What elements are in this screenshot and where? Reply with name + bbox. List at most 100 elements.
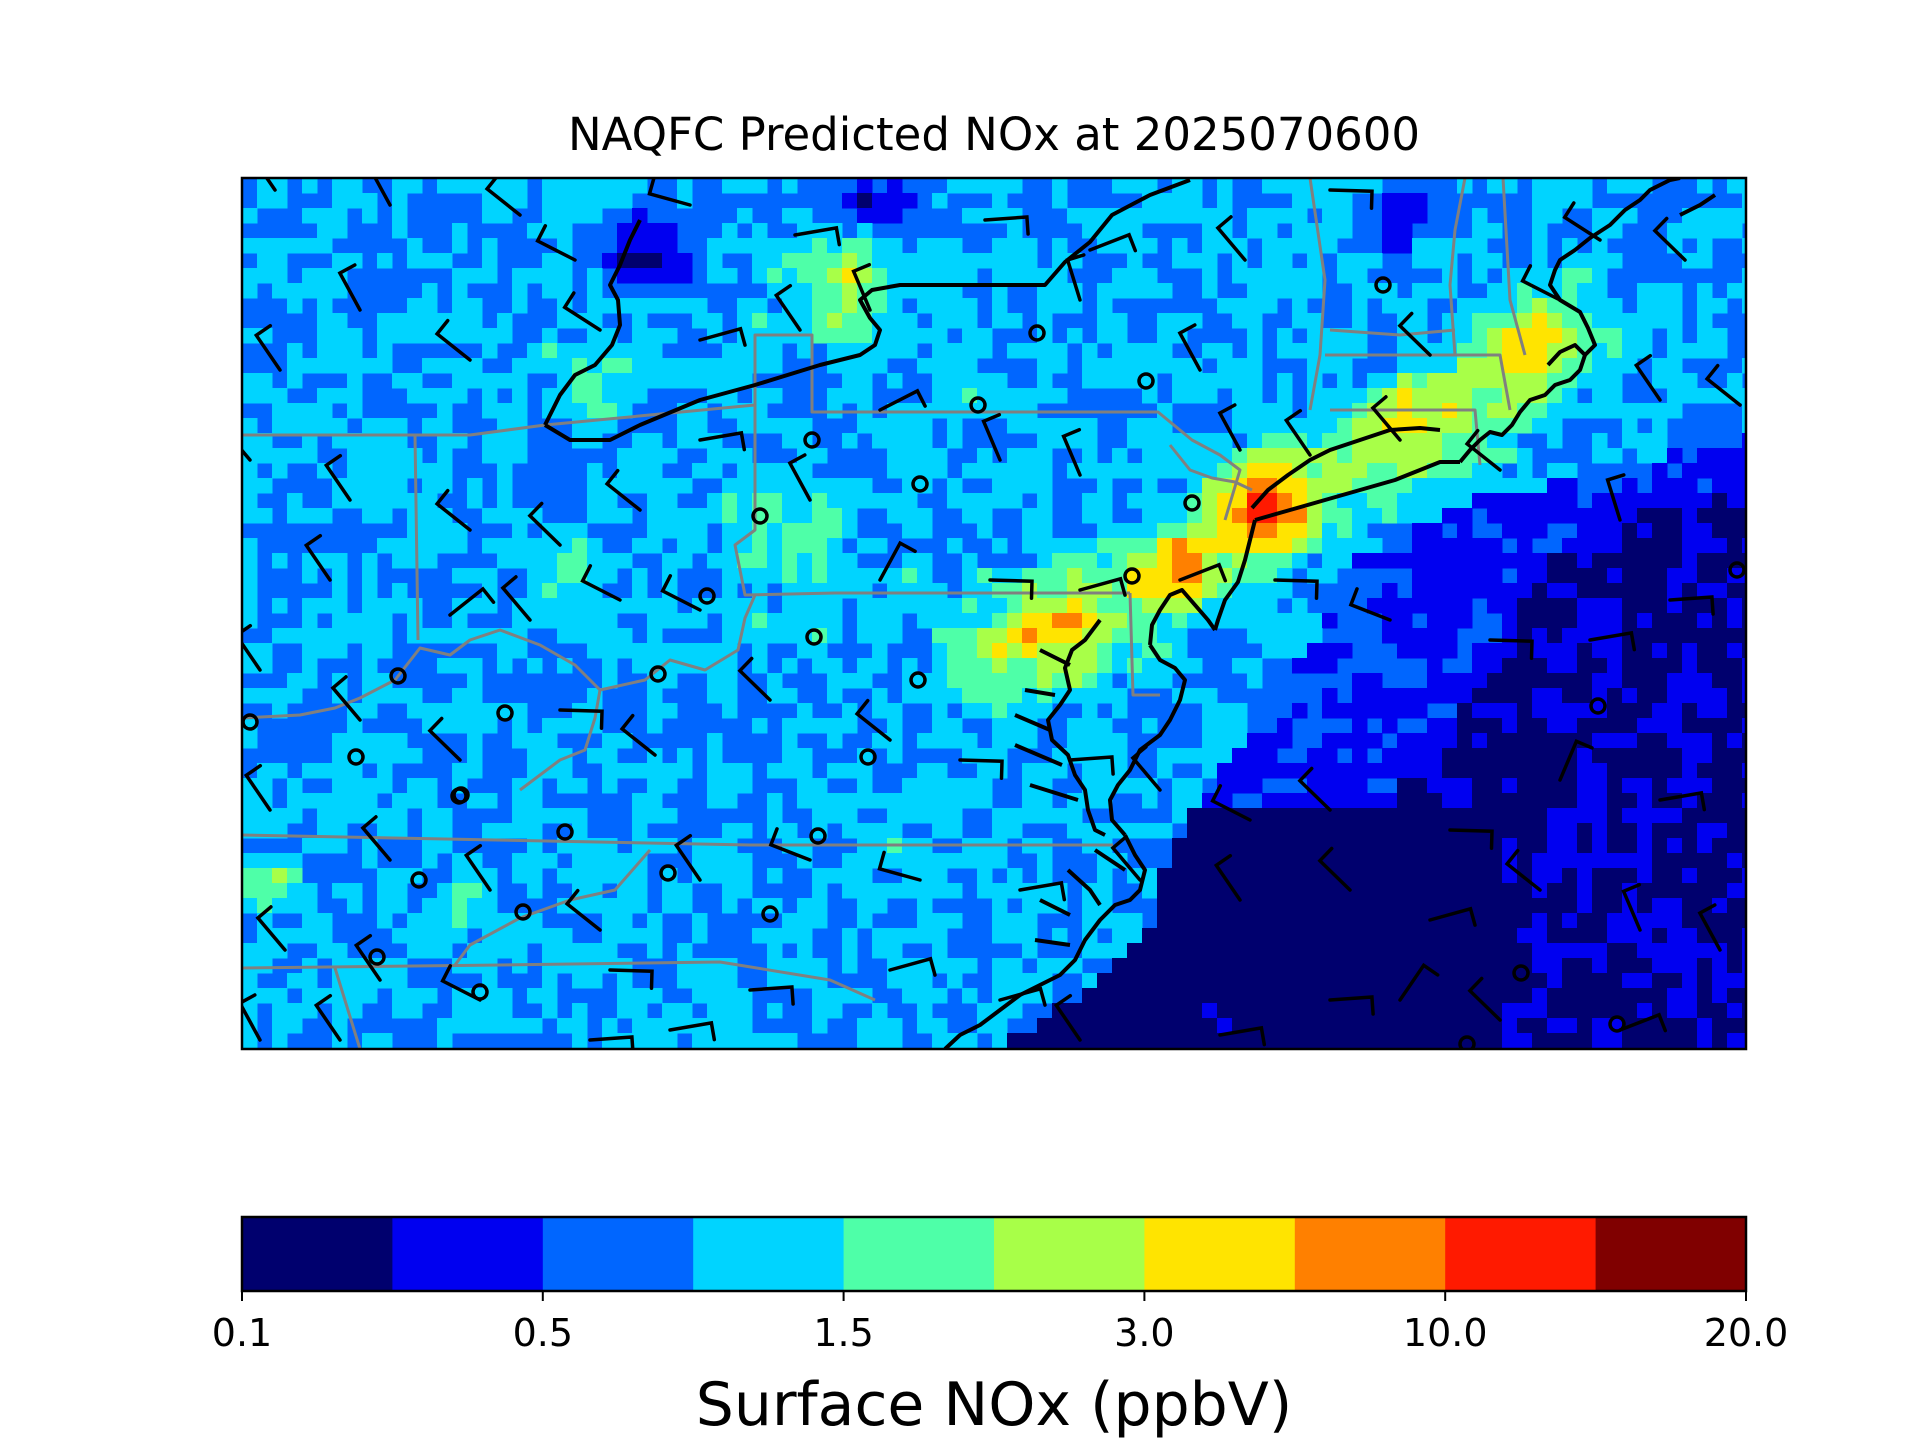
station-calm-marker [1458,1035,1476,1049]
wind-barb [1215,215,1247,262]
wind-barb [1068,755,1115,776]
colorbar-tick-label: 10.0 [1403,1311,1488,1355]
station-calm-marker [698,587,716,605]
station-calm-marker [969,396,987,414]
wind-barb [337,263,362,312]
wind-barb [255,905,287,952]
wind-barb [608,968,654,990]
wind-barb [1633,353,1662,402]
station-calm-marker [1137,372,1155,390]
wind-barb [564,888,602,932]
wind-barb [1218,1025,1267,1047]
wind-barb [673,833,702,882]
colorbar-tick-label: 3.0 [1114,1311,1174,1355]
wind-barb [1704,363,1742,407]
wind-barb [1110,835,1142,882]
wind-barb [1621,882,1642,932]
wind-barb [1297,766,1332,812]
wind-barb [1488,638,1534,660]
wind-barb [1210,784,1252,822]
wind-barb [242,623,262,672]
wind-barb [1558,739,1594,782]
station-calm-marker [368,948,386,966]
wind-barb [1658,790,1707,812]
wind-barb [698,430,747,452]
wind-barb [440,964,482,1002]
wind-barb [998,986,1047,1007]
station-calm-marker [450,787,468,805]
wind-barb [535,224,577,262]
station-calm-marker [514,903,532,921]
wind-barb [427,716,462,762]
wind-barb [854,698,892,742]
wind-barb [1448,828,1494,850]
wind-barb [1467,976,1502,1022]
wind-barb [1697,903,1722,952]
wind-barb [463,843,492,892]
station-calm-marker [761,905,779,923]
wind-barb [1213,853,1242,902]
wind-barb [604,468,642,512]
colorbar-frame [240,1215,1748,1293]
wind-barb [1652,216,1687,262]
colorbar-bin [1445,1217,1597,1291]
wind-barb [527,501,562,547]
wind-barb [1605,473,1626,522]
wind-barb [313,993,342,1042]
wind-barb [448,586,496,617]
wind-barb [323,453,352,502]
colorbar-bin [242,1217,393,1291]
wind-barb [1178,562,1228,583]
colorbar-bin [1294,1217,1446,1291]
wind-barb [773,283,802,332]
wind-barb [353,933,382,982]
wind-barb [787,453,812,502]
wind-barb [1504,848,1542,892]
station-calm-marker [389,667,407,685]
station-calm-marker [751,507,769,525]
wind-barb [1618,1012,1668,1033]
wind-barb [1088,232,1138,253]
wind-barb [1328,188,1374,210]
wind-barb [373,178,392,207]
colorbar-label: Surface NOx (ppbV) [696,1370,1292,1440]
station-calm-marker [410,871,428,889]
colorbar-tick-label: 0.5 [513,1311,573,1355]
colorbar-bin [392,1217,544,1291]
wind-barb [1053,993,1082,1042]
station-calm-marker [1589,697,1607,715]
station-calm-marker [1123,567,1141,585]
map-frame [240,176,1748,1051]
colorbar-bin [693,1217,845,1291]
colorbar [242,1217,1747,1291]
wind-barb [303,533,332,582]
colorbar-bin [1595,1217,1747,1291]
wind-barb [484,178,522,217]
wind-barb [660,574,702,612]
wind-barb [243,763,272,812]
station-calm-marker [1183,494,1201,512]
station-calm-marker [809,827,827,845]
wind-barb [1370,395,1402,442]
wind-barb [1562,201,1602,242]
wind-barb [1397,311,1432,357]
calm-wind-stations [242,276,1746,1049]
wind-barb [668,1020,717,1042]
wind-barb [793,225,842,247]
wind-barb [647,178,692,207]
wind-barb [983,215,1030,236]
wind-barb [434,488,472,532]
station-calm-marker [471,983,489,1001]
wind-barbs [242,178,1742,1049]
wind-barb [253,323,282,372]
wind-barb [619,713,657,757]
station-calm-marker [805,628,823,646]
colorbar-bin [1144,1217,1296,1291]
colorbar-tick-label: 1.5 [813,1311,873,1355]
wind-barb [562,291,602,332]
station-calm-marker [556,823,574,841]
colorbar-tick-label: 20.0 [1704,1311,1789,1355]
wind-barb [851,262,872,312]
station-calm-marker [859,748,877,766]
station-calm-marker [909,671,927,689]
